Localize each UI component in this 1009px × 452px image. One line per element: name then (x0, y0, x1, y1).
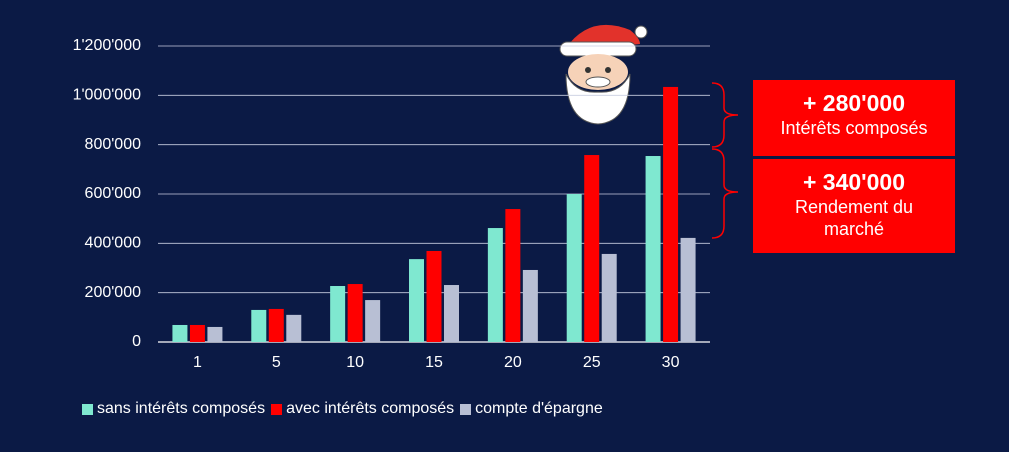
bar (172, 324, 188, 342)
bar (522, 269, 538, 342)
bar (663, 86, 679, 343)
bar (330, 286, 346, 342)
brace (711, 148, 739, 239)
bar (444, 285, 459, 342)
x-tick-label: 15 (425, 354, 443, 371)
x-tick-label: 1 (193, 354, 202, 371)
y-tick-label: 800'000 (85, 136, 142, 153)
annotation-box: + 340'000 Rendement du marché (753, 159, 955, 253)
bar (347, 284, 363, 342)
y-tick-label: 1'000'000 (73, 87, 142, 104)
annotation-box: + 280'000 Intérêts composés (753, 80, 955, 156)
legend-item: sans intérêts composés (82, 400, 265, 418)
bar (365, 300, 381, 342)
legend-swatch (271, 403, 283, 415)
annotation-text: Intérêts composés (780, 118, 928, 138)
y-tick-label: 1'200'000 (73, 37, 142, 54)
bar (268, 308, 284, 342)
y-tick-label: 200'000 (85, 284, 142, 301)
y-tick-label: 0 (132, 333, 141, 350)
legend-swatch (460, 403, 472, 415)
legend-label: sans intérêts composés (97, 400, 266, 417)
bar (601, 253, 617, 342)
x-tick-label: 20 (504, 354, 522, 371)
bar (645, 156, 661, 342)
bar (409, 259, 424, 342)
legend-item: avec intérêts composés (271, 400, 454, 418)
bar (286, 314, 302, 342)
x-tick-label: 5 (272, 354, 281, 371)
legend-item: compte d'épargne (460, 400, 603, 418)
santa-icon (559, 24, 648, 125)
x-tick-label: 25 (583, 354, 601, 371)
y-tick-label: 400'000 (85, 235, 142, 252)
bar (251, 309, 267, 342)
bar (680, 237, 696, 342)
brace (711, 82, 739, 148)
annotation-text: Rendement du marché (794, 197, 914, 239)
annotation-value: + 340'000 (802, 169, 906, 195)
bar (487, 228, 503, 342)
annotation-value: + 280'000 (802, 90, 906, 116)
bar (426, 250, 442, 342)
legend-swatch (82, 403, 93, 415)
y-tick-label: 600'000 (85, 185, 142, 202)
x-tick-label: 10 (346, 354, 364, 371)
x-tick-label: 30 (662, 354, 680, 371)
bar (584, 155, 600, 342)
bar (207, 326, 223, 342)
legend-label: compte d'épargne (475, 400, 603, 417)
bar (189, 324, 205, 342)
legend-label: avec intérêts composés (286, 400, 455, 417)
legend: sans intérêts composés avec intérêts comp… (82, 400, 603, 418)
bar (505, 209, 521, 342)
bar (566, 194, 582, 342)
